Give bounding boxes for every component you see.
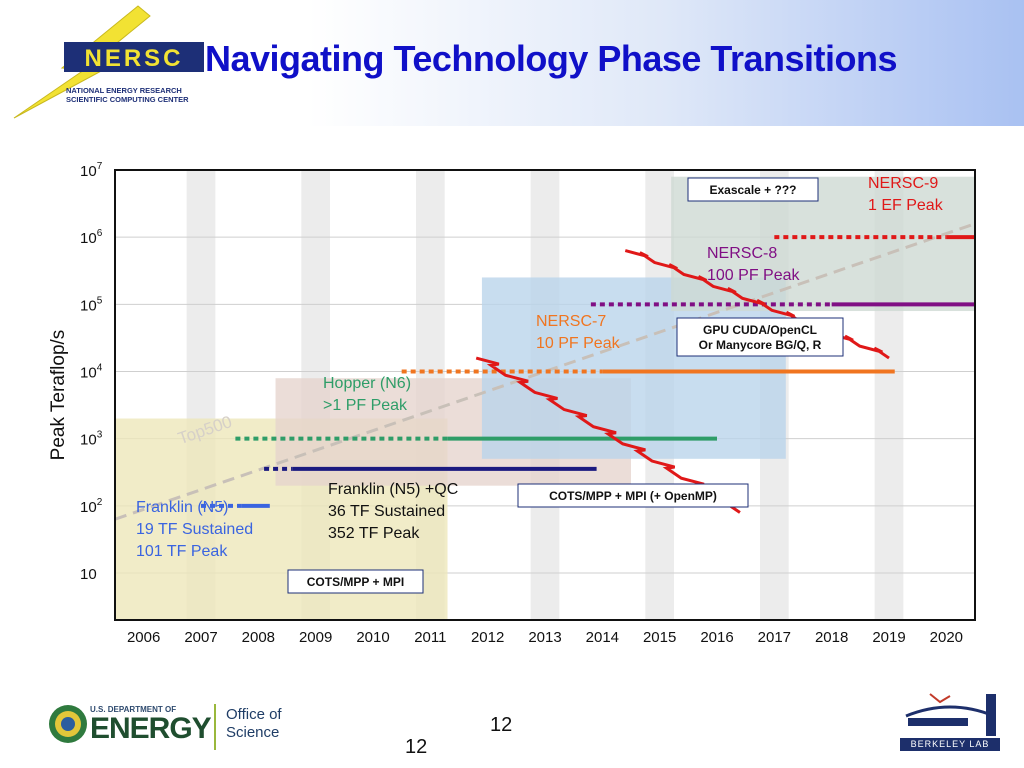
- y-tick-base: 10: [80, 566, 97, 583]
- y-tick-base: 10: [80, 364, 97, 381]
- x-tick-label: 2006: [127, 629, 160, 646]
- x-tick-label: 2009: [299, 629, 332, 646]
- era-label-box: [687, 177, 819, 202]
- y-tick-exponent: 3: [97, 430, 103, 441]
- system-label: Franklin (N5): [136, 499, 228, 516]
- y-tick-exponent: 2: [97, 497, 103, 508]
- system-label: NERSC-8: [707, 245, 777, 262]
- system-label: 101 TF Peak: [136, 543, 228, 560]
- page-number: 12: [490, 714, 513, 736]
- system-label: 1 EF Peak: [868, 197, 944, 214]
- y-tick-exponent: 4: [97, 362, 103, 373]
- system-label: NERSC-9: [868, 175, 938, 192]
- system-label: 352 TF Peak: [328, 525, 420, 542]
- x-tick-label: 2007: [184, 629, 217, 646]
- berkeley-lab-label: BERKELEY LAB: [900, 738, 1000, 751]
- nersc-subtitle-line: NATIONAL ENERGY RESEARCH: [66, 86, 182, 95]
- slide-header: NERSC NATIONAL ENERGY RESEARCH SCIENTIFI…: [0, 0, 1024, 126]
- y-tick-label: 105: [80, 295, 103, 314]
- berkeley-building-icon: [905, 693, 996, 736]
- y-tick-exponent: 7: [97, 161, 103, 172]
- y-tick-label: 106: [80, 228, 103, 247]
- doe-energy: ENERGY: [90, 712, 212, 745]
- system-label: 36 TF Sustained: [328, 503, 445, 520]
- y-tick-label: 104: [80, 362, 103, 381]
- system-label: Hopper (N6): [323, 375, 411, 392]
- x-tick-label: 2010: [356, 629, 389, 646]
- doe-office: Office of Science: [226, 706, 282, 741]
- y-axis-label: Peak Teraflop/s: [48, 330, 69, 461]
- page-number-duplicate: 12: [405, 736, 428, 758]
- y-tick-base: 10: [80, 163, 97, 180]
- system-label: 100 PF Peak: [707, 267, 801, 284]
- y-tick-base: 10: [80, 432, 97, 449]
- x-tick-label: 2011: [414, 629, 446, 646]
- x-tick-label: 2013: [528, 629, 561, 646]
- y-tick-base: 10: [80, 297, 97, 314]
- system-label: 10 PF Peak: [536, 335, 621, 352]
- era-label: COTS/MPP + MPI (+ OpenMP): [549, 489, 717, 503]
- x-tick-label: 2016: [700, 629, 733, 646]
- y-tick-label: 107: [80, 161, 103, 180]
- y-tick-label: 10: [80, 566, 97, 583]
- system-label: >1 PF Peak: [323, 397, 408, 414]
- era-label-box: [676, 317, 844, 357]
- doe-office-of-science-logo: U.S. DEPARTMENT OF ENERGY Office of Scie…: [48, 700, 298, 756]
- doe-separator: [214, 704, 216, 750]
- system-label: Franklin (N5) +QC: [328, 481, 458, 498]
- era-label: COTS/MPP + MPI: [307, 575, 404, 589]
- nersc-logo-text: NERSC: [84, 45, 183, 72]
- y-tick-label: 103: [80, 430, 103, 449]
- x-tick-label: 2008: [242, 629, 275, 646]
- system-label: 19 TF Sustained: [136, 521, 253, 538]
- x-tick-label: 2012: [471, 629, 504, 646]
- era-label: GPU CUDA/OpenCL: [703, 323, 817, 337]
- nersc-logo-box: [64, 42, 204, 72]
- y-tick-exponent: 5: [97, 295, 103, 306]
- y-tick-label: 102: [80, 497, 103, 516]
- x-tick-label: 2017: [758, 629, 791, 646]
- transition-zigzag: [624, 249, 890, 360]
- doe-seal-icon: [49, 705, 87, 743]
- system-label: NERSC-7: [536, 313, 606, 330]
- nersc-subtitle: NATIONAL ENERGY RESEARCH SCIENTIFIC COMP…: [66, 86, 189, 104]
- era-label-box: [287, 569, 424, 594]
- era-label: Exascale + ???: [709, 183, 796, 197]
- x-tick-label: 2019: [872, 629, 905, 646]
- x-tick-label: 2020: [930, 629, 963, 646]
- y-tick-base: 10: [80, 230, 97, 247]
- y-tick-base: 10: [80, 499, 97, 516]
- doe-name: U.S. DEPARTMENT OF: [90, 705, 177, 714]
- nersc-logo: NERSC: [13, 5, 204, 119]
- berkeley-lab-logo: BERKELEY LAB: [900, 688, 1010, 758]
- x-tick-label: 2014: [586, 629, 619, 646]
- slide-title: Navigating Technology Phase Transitions: [205, 38, 897, 79]
- plot-frame: [114, 169, 976, 621]
- x-tick-label: 2015: [643, 629, 676, 646]
- y-tick-exponent: 6: [97, 228, 103, 239]
- x-tick-label: 2018: [815, 629, 848, 646]
- nersc-subtitle-line: SCIENTIFIC COMPUTING CENTER: [66, 95, 189, 104]
- era-label-box: [517, 483, 749, 508]
- era-label: Or Manycore BG/Q, R: [699, 338, 822, 352]
